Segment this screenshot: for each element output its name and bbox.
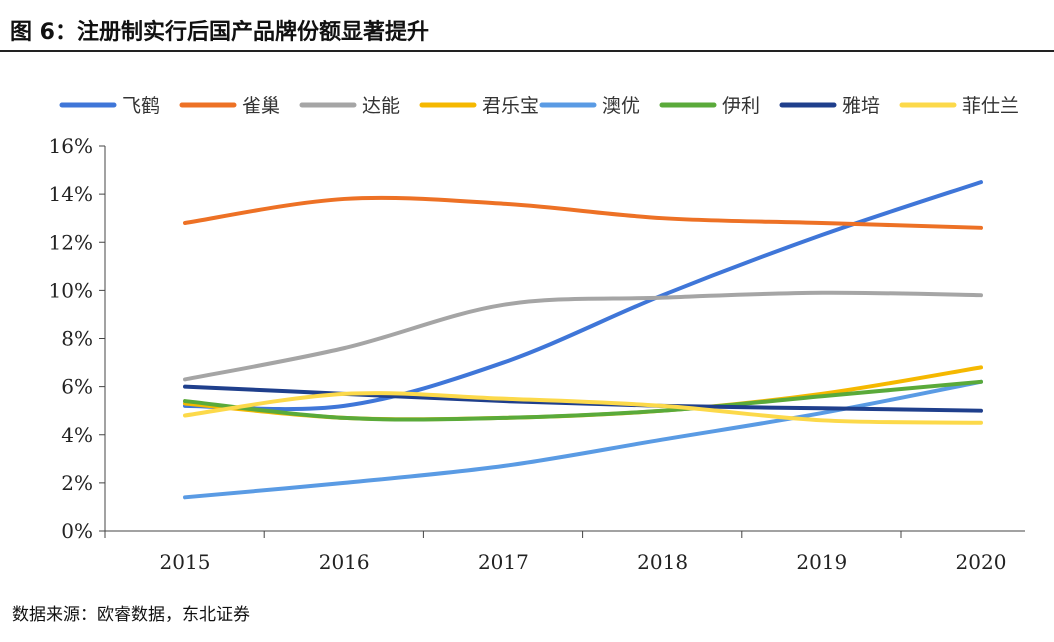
x-tick-label: 2019 xyxy=(796,550,847,574)
legend-label: 伊利 xyxy=(722,95,760,117)
legend-label: 君乐宝 xyxy=(482,95,539,117)
y-tick-label: 6% xyxy=(61,375,93,399)
y-tick-label: 14% xyxy=(49,182,93,206)
x-tick-label: 2020 xyxy=(956,550,1007,574)
series-line-6 xyxy=(183,384,983,413)
source-note: 数据来源：欧睿数据，东北证券 xyxy=(12,605,250,625)
series-line-0 xyxy=(183,180,983,412)
y-tick-label: 16% xyxy=(49,134,93,158)
y-tick-label: 10% xyxy=(49,278,93,302)
x-tick-label: 2017 xyxy=(478,550,529,574)
legend-label: 飞鹤 xyxy=(122,95,160,117)
legend-label: 雅培 xyxy=(842,95,880,117)
legend-label: 菲仕兰 xyxy=(962,95,1019,117)
series-line-2 xyxy=(183,290,983,382)
x-tick-label: 2018 xyxy=(637,550,688,574)
legend-label: 达能 xyxy=(362,95,400,117)
x-tick-label: 2016 xyxy=(319,550,370,574)
y-tick-label: 0% xyxy=(61,519,93,543)
series-line-1 xyxy=(183,195,983,230)
title-divider xyxy=(0,50,1054,52)
y-tick-label: 12% xyxy=(49,230,93,254)
y-tick-label: 2% xyxy=(61,471,93,495)
chart-title: 图 6：注册制实行后国产品牌份额显著提升 xyxy=(10,20,429,45)
legend-label: 澳优 xyxy=(602,95,640,117)
series-line-5 xyxy=(183,379,983,422)
series-line-7 xyxy=(183,391,983,425)
x-tick-label: 2015 xyxy=(160,550,211,574)
y-tick-label: 4% xyxy=(61,423,93,447)
y-tick-label: 8% xyxy=(61,327,93,351)
legend-label: 雀巢 xyxy=(242,95,280,117)
